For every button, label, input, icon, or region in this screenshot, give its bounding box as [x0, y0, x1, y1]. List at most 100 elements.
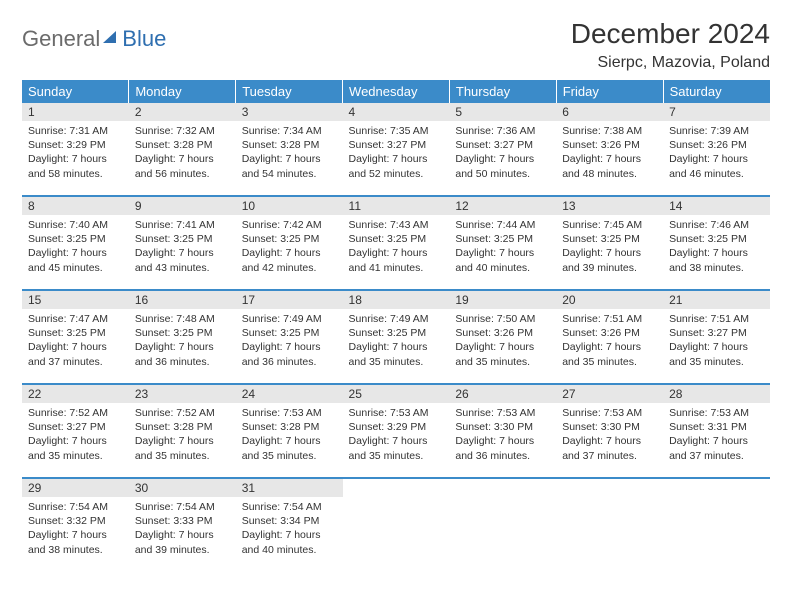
weekday-header: Tuesday [236, 80, 343, 103]
day-details: Sunrise: 7:49 AMSunset: 3:25 PMDaylight:… [343, 309, 450, 375]
calendar-day-cell: 24Sunrise: 7:53 AMSunset: 3:28 PMDayligh… [236, 384, 343, 478]
day-number: 27 [556, 385, 663, 403]
calendar-day-cell: 28Sunrise: 7:53 AMSunset: 3:31 PMDayligh… [663, 384, 770, 478]
day-details: Sunrise: 7:50 AMSunset: 3:26 PMDaylight:… [449, 309, 556, 375]
weekday-header: Sunday [22, 80, 129, 103]
day-details: Sunrise: 7:52 AMSunset: 3:28 PMDaylight:… [129, 403, 236, 469]
calendar-day-cell: 31Sunrise: 7:54 AMSunset: 3:34 PMDayligh… [236, 478, 343, 571]
day-number: 9 [129, 197, 236, 215]
calendar-day-cell: 14Sunrise: 7:46 AMSunset: 3:25 PMDayligh… [663, 196, 770, 290]
calendar-day-cell: 19Sunrise: 7:50 AMSunset: 3:26 PMDayligh… [449, 290, 556, 384]
day-details: Sunrise: 7:44 AMSunset: 3:25 PMDaylight:… [449, 215, 556, 281]
day-details: Sunrise: 7:38 AMSunset: 3:26 PMDaylight:… [556, 121, 663, 187]
logo-text-general: General [22, 26, 100, 52]
calendar-day-cell: 30Sunrise: 7:54 AMSunset: 3:33 PMDayligh… [129, 478, 236, 571]
day-details: Sunrise: 7:43 AMSunset: 3:25 PMDaylight:… [343, 215, 450, 281]
day-details: Sunrise: 7:46 AMSunset: 3:25 PMDaylight:… [663, 215, 770, 281]
day-number: 22 [22, 385, 129, 403]
day-number: 10 [236, 197, 343, 215]
day-details: Sunrise: 7:53 AMSunset: 3:30 PMDaylight:… [556, 403, 663, 469]
calendar-day-cell: 1Sunrise: 7:31 AMSunset: 3:29 PMDaylight… [22, 103, 129, 196]
calendar-day-cell: 6Sunrise: 7:38 AMSunset: 3:26 PMDaylight… [556, 103, 663, 196]
day-number: 14 [663, 197, 770, 215]
day-number: 8 [22, 197, 129, 215]
calendar-day-cell: 16Sunrise: 7:48 AMSunset: 3:25 PMDayligh… [129, 290, 236, 384]
day-number: 6 [556, 103, 663, 121]
logo: General Blue [22, 26, 166, 52]
day-number: 24 [236, 385, 343, 403]
day-details: Sunrise: 7:53 AMSunset: 3:31 PMDaylight:… [663, 403, 770, 469]
logo-text-blue: Blue [122, 26, 166, 52]
day-number: 1 [22, 103, 129, 121]
day-number: 5 [449, 103, 556, 121]
day-details: Sunrise: 7:41 AMSunset: 3:25 PMDaylight:… [129, 215, 236, 281]
weekday-header-row: SundayMondayTuesdayWednesdayThursdayFrid… [22, 80, 770, 103]
calendar-week-row: 1Sunrise: 7:31 AMSunset: 3:29 PMDaylight… [22, 103, 770, 196]
day-details: Sunrise: 7:49 AMSunset: 3:25 PMDaylight:… [236, 309, 343, 375]
title-block: December 2024 Sierpc, Mazovia, Poland [571, 18, 770, 72]
day-details: Sunrise: 7:40 AMSunset: 3:25 PMDaylight:… [22, 215, 129, 281]
calendar-day-cell: 20Sunrise: 7:51 AMSunset: 3:26 PMDayligh… [556, 290, 663, 384]
day-number: 12 [449, 197, 556, 215]
calendar-day-cell: 17Sunrise: 7:49 AMSunset: 3:25 PMDayligh… [236, 290, 343, 384]
day-number: 4 [343, 103, 450, 121]
day-number: 21 [663, 291, 770, 309]
day-number: 15 [22, 291, 129, 309]
calendar-day-cell: 21Sunrise: 7:51 AMSunset: 3:27 PMDayligh… [663, 290, 770, 384]
weekday-header: Monday [129, 80, 236, 103]
day-details: Sunrise: 7:53 AMSunset: 3:29 PMDaylight:… [343, 403, 450, 469]
weekday-header: Wednesday [343, 80, 450, 103]
calendar-day-cell: 29Sunrise: 7:54 AMSunset: 3:32 PMDayligh… [22, 478, 129, 571]
day-number: 18 [343, 291, 450, 309]
weekday-header: Saturday [663, 80, 770, 103]
calendar-day-cell: 7Sunrise: 7:39 AMSunset: 3:26 PMDaylight… [663, 103, 770, 196]
calendar-day-cell: 2Sunrise: 7:32 AMSunset: 3:28 PMDaylight… [129, 103, 236, 196]
day-details: Sunrise: 7:54 AMSunset: 3:32 PMDaylight:… [22, 497, 129, 563]
calendar-day-cell: 12Sunrise: 7:44 AMSunset: 3:25 PMDayligh… [449, 196, 556, 290]
day-details: Sunrise: 7:53 AMSunset: 3:28 PMDaylight:… [236, 403, 343, 469]
calendar-day-cell: 15Sunrise: 7:47 AMSunset: 3:25 PMDayligh… [22, 290, 129, 384]
calendar-day-cell [449, 478, 556, 571]
day-details: Sunrise: 7:34 AMSunset: 3:28 PMDaylight:… [236, 121, 343, 187]
day-number: 28 [663, 385, 770, 403]
day-details: Sunrise: 7:54 AMSunset: 3:34 PMDaylight:… [236, 497, 343, 563]
day-number: 19 [449, 291, 556, 309]
day-details: Sunrise: 7:54 AMSunset: 3:33 PMDaylight:… [129, 497, 236, 563]
day-number: 13 [556, 197, 663, 215]
day-number: 2 [129, 103, 236, 121]
day-number: 31 [236, 479, 343, 497]
calendar-day-cell: 23Sunrise: 7:52 AMSunset: 3:28 PMDayligh… [129, 384, 236, 478]
calendar-day-cell: 10Sunrise: 7:42 AMSunset: 3:25 PMDayligh… [236, 196, 343, 290]
calendar-day-cell: 13Sunrise: 7:45 AMSunset: 3:25 PMDayligh… [556, 196, 663, 290]
day-details: Sunrise: 7:35 AMSunset: 3:27 PMDaylight:… [343, 121, 450, 187]
day-number: 16 [129, 291, 236, 309]
calendar-day-cell: 25Sunrise: 7:53 AMSunset: 3:29 PMDayligh… [343, 384, 450, 478]
flag-icon [102, 28, 120, 51]
calendar-body: 1Sunrise: 7:31 AMSunset: 3:29 PMDaylight… [22, 103, 770, 571]
page-title: December 2024 [571, 18, 770, 50]
calendar-day-cell: 22Sunrise: 7:52 AMSunset: 3:27 PMDayligh… [22, 384, 129, 478]
location: Sierpc, Mazovia, Poland [571, 54, 770, 72]
calendar-day-cell [343, 478, 450, 571]
day-details: Sunrise: 7:51 AMSunset: 3:27 PMDaylight:… [663, 309, 770, 375]
calendar-week-row: 15Sunrise: 7:47 AMSunset: 3:25 PMDayligh… [22, 290, 770, 384]
day-details: Sunrise: 7:51 AMSunset: 3:26 PMDaylight:… [556, 309, 663, 375]
calendar-week-row: 29Sunrise: 7:54 AMSunset: 3:32 PMDayligh… [22, 478, 770, 571]
calendar-day-cell: 8Sunrise: 7:40 AMSunset: 3:25 PMDaylight… [22, 196, 129, 290]
day-details: Sunrise: 7:36 AMSunset: 3:27 PMDaylight:… [449, 121, 556, 187]
day-details: Sunrise: 7:45 AMSunset: 3:25 PMDaylight:… [556, 215, 663, 281]
day-details: Sunrise: 7:31 AMSunset: 3:29 PMDaylight:… [22, 121, 129, 187]
calendar-day-cell: 3Sunrise: 7:34 AMSunset: 3:28 PMDaylight… [236, 103, 343, 196]
calendar-day-cell: 11Sunrise: 7:43 AMSunset: 3:25 PMDayligh… [343, 196, 450, 290]
weekday-header: Friday [556, 80, 663, 103]
day-number: 29 [22, 479, 129, 497]
day-number: 26 [449, 385, 556, 403]
calendar-day-cell: 4Sunrise: 7:35 AMSunset: 3:27 PMDaylight… [343, 103, 450, 196]
day-number: 25 [343, 385, 450, 403]
calendar-day-cell [556, 478, 663, 571]
calendar-week-row: 8Sunrise: 7:40 AMSunset: 3:25 PMDaylight… [22, 196, 770, 290]
calendar-table: SundayMondayTuesdayWednesdayThursdayFrid… [22, 80, 770, 571]
day-number: 17 [236, 291, 343, 309]
day-number: 30 [129, 479, 236, 497]
calendar-day-cell: 27Sunrise: 7:53 AMSunset: 3:30 PMDayligh… [556, 384, 663, 478]
